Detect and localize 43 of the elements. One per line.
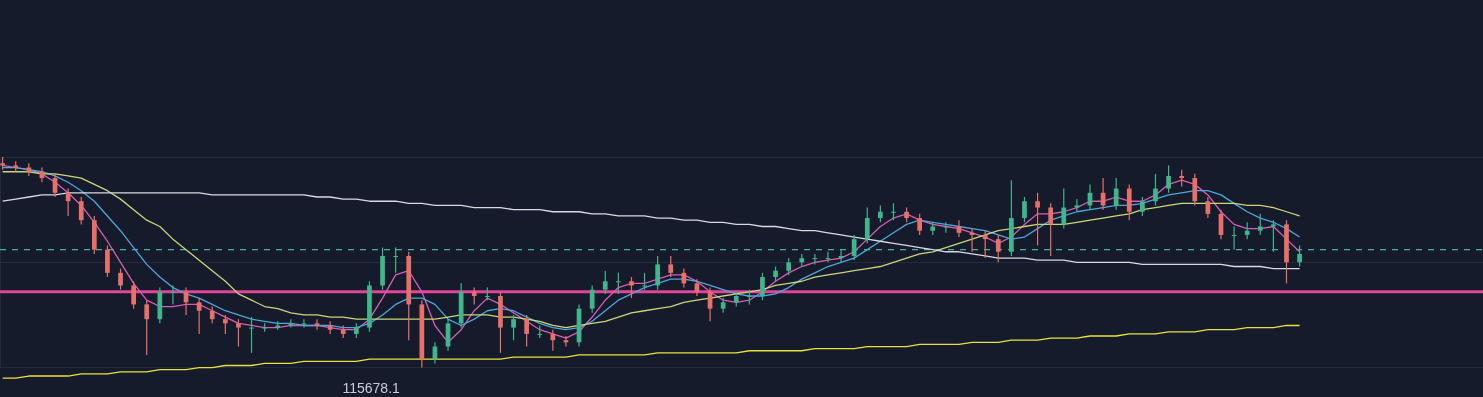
candlestick (524, 314, 530, 348)
candlestick (602, 270, 608, 295)
candlestick (1271, 219, 1276, 253)
candlestick (655, 255, 661, 291)
candlestick (1140, 196, 1145, 217)
candlestick (1113, 177, 1119, 211)
candlestick (1192, 173, 1198, 207)
candlestick (393, 246, 398, 274)
candlestick (1074, 198, 1080, 213)
candlestick (1257, 213, 1263, 236)
candlestick (1297, 244, 1302, 268)
candlestick (760, 272, 765, 301)
candlestick (864, 206, 870, 244)
candlestick (1048, 202, 1054, 257)
candlestick (917, 213, 923, 236)
candlestick (511, 314, 516, 341)
text: 115678.1 (342, 379, 401, 396)
candlestick (668, 255, 674, 278)
candlestick (144, 299, 150, 356)
candlestick (1126, 183, 1132, 221)
candlestick (956, 219, 962, 238)
candlestick (616, 272, 621, 295)
candlestick (327, 320, 333, 335)
candlestick (78, 196, 84, 225)
candlestick (995, 234, 1001, 263)
candlestick (236, 318, 241, 348)
candlestick (196, 297, 202, 335)
candlestick (105, 244, 110, 278)
candlestick (131, 280, 136, 310)
candlestick (550, 329, 556, 352)
candlestick (118, 268, 123, 291)
candlestick (1153, 173, 1158, 207)
candlestick (851, 234, 857, 261)
candlestick (629, 276, 634, 299)
candlestick (589, 284, 595, 314)
candlestick (1035, 192, 1040, 247)
candlestick (982, 230, 988, 259)
candlestick (1166, 164, 1171, 194)
candlestick (681, 268, 687, 289)
candlestick (1061, 187, 1067, 230)
candlestick (222, 314, 228, 335)
candlestick (1022, 196, 1027, 223)
candlestick (249, 316, 254, 354)
